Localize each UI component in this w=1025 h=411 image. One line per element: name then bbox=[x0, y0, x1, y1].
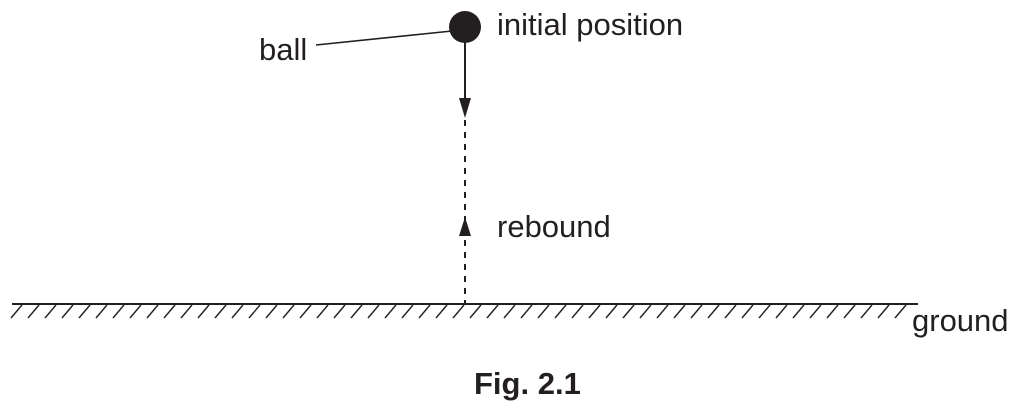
ground-hatch-mark bbox=[95, 304, 108, 319]
ground-hatch-mark bbox=[724, 304, 737, 319]
ground-hatch-mark bbox=[486, 304, 499, 319]
ground-hatch-mark bbox=[673, 304, 686, 319]
ground-hatch-mark bbox=[588, 304, 601, 319]
ground-hatch-mark bbox=[129, 304, 142, 319]
ground-hatch-mark bbox=[894, 304, 907, 319]
ground-hatch-mark bbox=[707, 304, 720, 319]
ground-hatch-mark bbox=[418, 304, 431, 319]
ground-hatch-mark bbox=[622, 304, 635, 319]
ground-hatch-mark bbox=[605, 304, 618, 319]
ground-hatch-mark bbox=[163, 304, 176, 319]
ground-hatch-mark bbox=[78, 304, 91, 319]
ground-hatch-mark bbox=[537, 304, 550, 319]
ground-hatch-mark bbox=[469, 304, 482, 319]
ground-hatch-mark bbox=[299, 304, 312, 319]
ground-hatch-mark bbox=[44, 304, 57, 319]
rebound-arrowhead-icon bbox=[459, 217, 471, 236]
ground-hatch-mark bbox=[843, 304, 856, 319]
ball bbox=[449, 11, 481, 43]
ground-hatch-mark bbox=[826, 304, 839, 319]
ground-hatch-mark bbox=[435, 304, 448, 319]
ground-hatch-mark bbox=[401, 304, 414, 319]
rebound-label: rebound bbox=[497, 209, 611, 244]
ground-hatch-mark bbox=[554, 304, 567, 319]
ground-hatch-mark bbox=[690, 304, 703, 319]
ground-hatch-mark bbox=[452, 304, 465, 319]
ground-hatch-mark bbox=[809, 304, 822, 319]
fall-arrowhead-icon bbox=[459, 98, 471, 118]
ground-hatch-mark bbox=[146, 304, 159, 319]
ground-hatch-mark bbox=[350, 304, 363, 319]
ground-hatch-mark bbox=[860, 304, 873, 319]
ground-hatch-mark bbox=[775, 304, 788, 319]
ground-hatch-mark bbox=[571, 304, 584, 319]
ground-hatch-mark bbox=[316, 304, 329, 319]
ball-label: ball bbox=[259, 32, 308, 67]
ground-hatch-mark bbox=[282, 304, 295, 319]
ground-hatch-mark bbox=[214, 304, 227, 319]
ground-hatch-mark bbox=[112, 304, 125, 319]
ball-leader-line bbox=[315, 30, 453, 46]
ground-hatch-mark bbox=[61, 304, 74, 319]
ground-hatch-mark bbox=[248, 304, 261, 319]
ground-hatch-mark bbox=[10, 304, 23, 319]
ground-hatch-mark bbox=[741, 304, 754, 319]
ground-hatch-mark bbox=[877, 304, 890, 319]
ground-hatch-mark bbox=[639, 304, 652, 319]
ground-label: ground bbox=[912, 303, 1009, 338]
initial-position-label: initial position bbox=[497, 7, 684, 42]
ground-hatch-mark bbox=[656, 304, 669, 319]
ground-hatching bbox=[10, 304, 907, 319]
ground-hatch-mark bbox=[333, 304, 346, 319]
ground-hatch-mark bbox=[384, 304, 397, 319]
ground-hatch-mark bbox=[231, 304, 244, 319]
ground-hatch-mark bbox=[520, 304, 533, 319]
ground-hatch-mark bbox=[197, 304, 210, 319]
figure-caption: Fig. 2.1 bbox=[474, 366, 581, 401]
ground-hatch-mark bbox=[27, 304, 40, 319]
ground-hatch-mark bbox=[367, 304, 380, 319]
ground-hatch-mark bbox=[758, 304, 771, 319]
ground-hatch-mark bbox=[265, 304, 278, 319]
ground-hatch-mark bbox=[503, 304, 516, 319]
ground-hatch-mark bbox=[180, 304, 193, 319]
ground-hatch-mark bbox=[792, 304, 805, 319]
